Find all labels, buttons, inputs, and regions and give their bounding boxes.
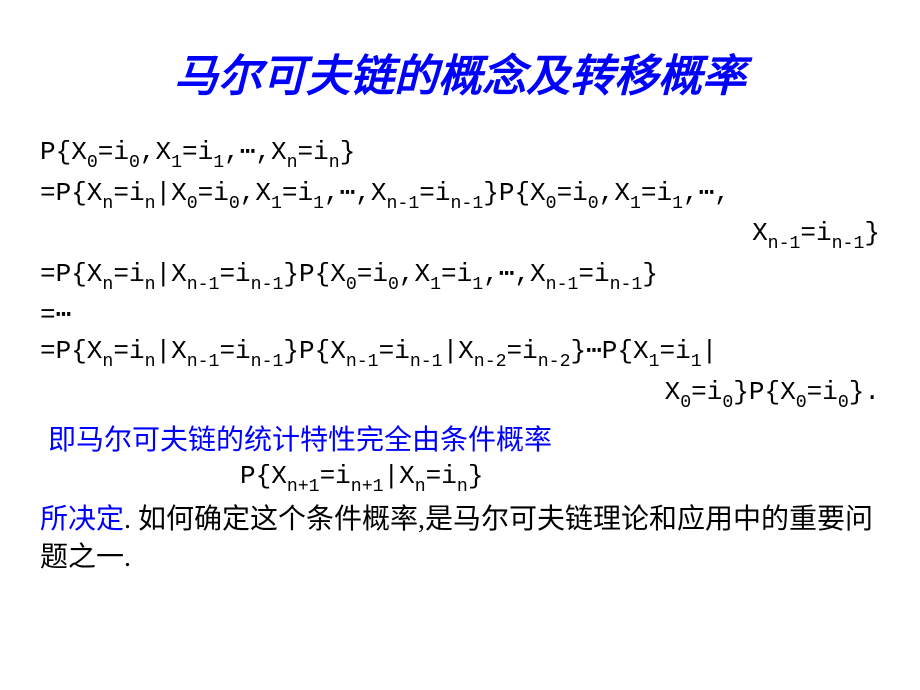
conditional-probability: P{Xn+1=in+1|Xn=in} (40, 458, 880, 499)
math-line-2: =P{Xn=in|X0=i0,X1=i1,⋯,Xn-1=in-1}P{X0=i0… (40, 175, 880, 216)
math-line-4: =P{Xn=in|Xn-1=in-1}P{X0=i0,X1=i1,⋯,Xn-1=… (40, 256, 880, 297)
derivation-block: P{X0=i0,X1=i1,⋯,Xn=in} =P{Xn=in|X0=i0,X1… (40, 134, 880, 414)
highlight-2-lead: 所决定 (40, 504, 124, 535)
slide: 马尔可夫链的概念及转移概率 P{X0=i0,X1=i1,⋯,Xn=in} =P{… (0, 0, 920, 690)
conclusion-rest: . 如何确定这个条件概率,是马尔可夫链理论和应用中的重要问题之一. (40, 504, 873, 573)
math-line-3: Xn-1=in-1} (40, 215, 880, 256)
conclusion-text: 所决定. 如何确定这个条件概率,是马尔可夫链理论和应用中的重要问题之一. (40, 501, 880, 577)
math-line-5: =⋯ (40, 297, 880, 333)
slide-title: 马尔可夫链的概念及转移概率 (40, 40, 880, 104)
highlight-1: 即马尔可夫链的统计特性完全由条件概率 (40, 418, 880, 458)
math-line-1: P{X0=i0,X1=i1,⋯,Xn=in} (40, 134, 880, 175)
math-line-7: X0=i0}P{X0=i0}. (40, 374, 880, 415)
math-line-6: =P{Xn=in|Xn-1=in-1}P{Xn-1=in-1|Xn-2=in-2… (40, 333, 880, 374)
